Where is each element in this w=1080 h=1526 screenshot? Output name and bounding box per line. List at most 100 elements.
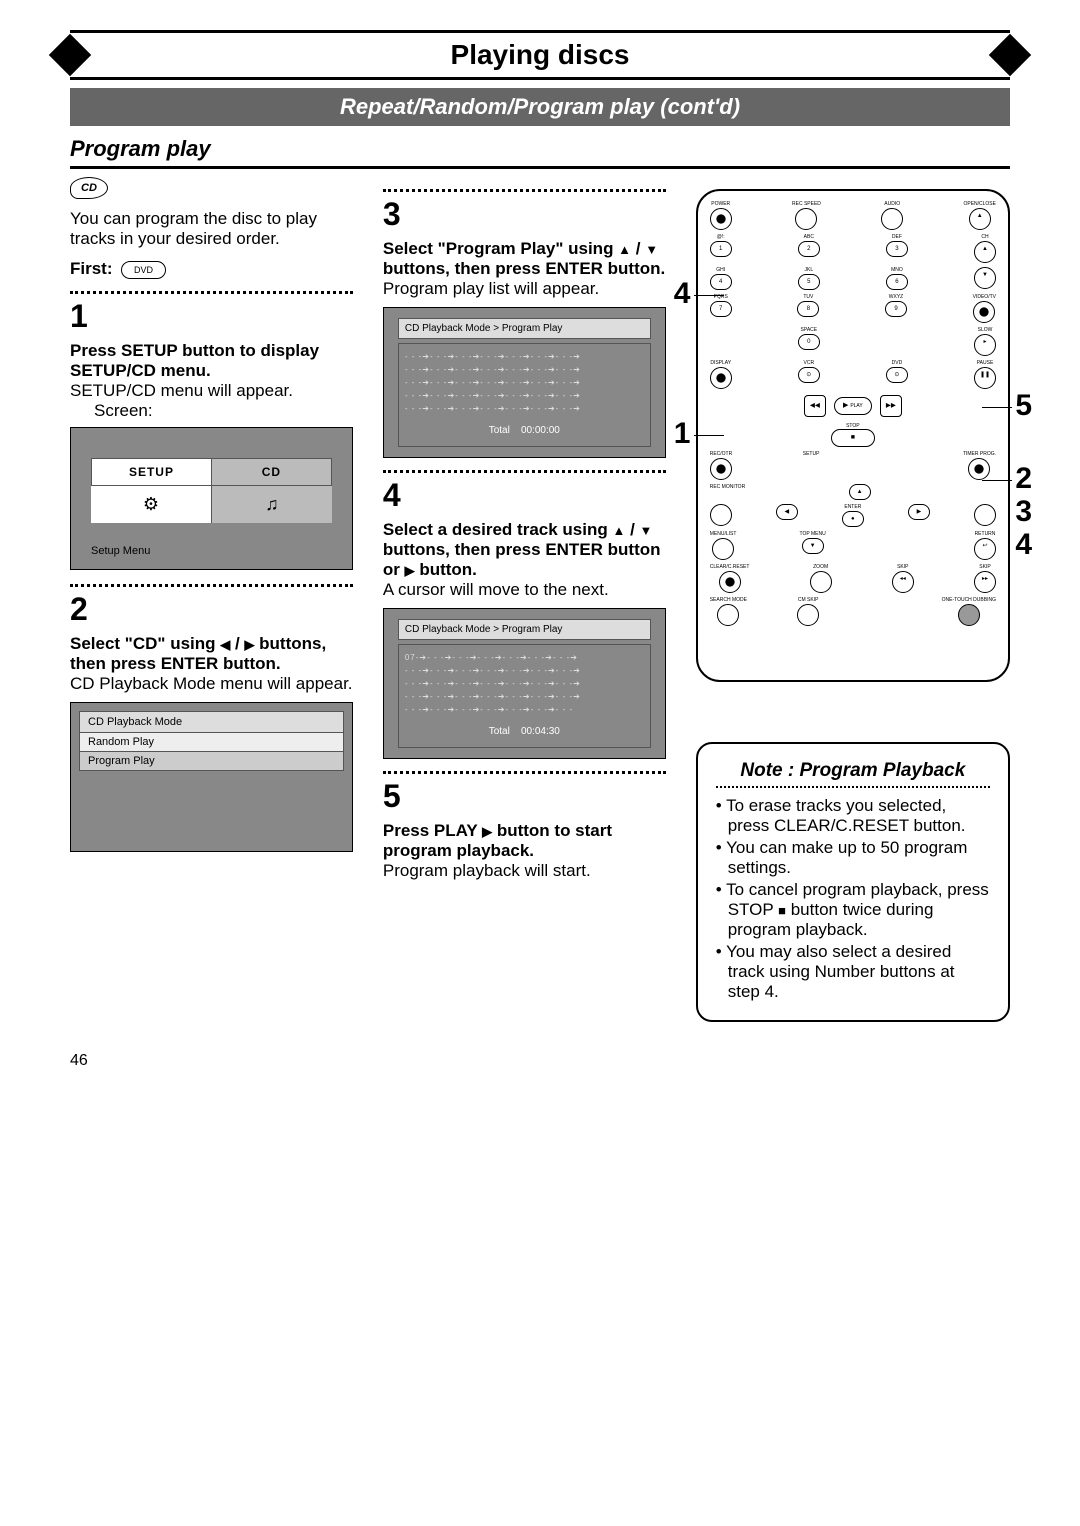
program-header: CD Playback Mode > Program Play <box>398 318 651 339</box>
num5-button: 5 <box>798 274 820 290</box>
enter-label: ENTER <box>844 504 861 510</box>
callout-4: 4 <box>674 277 691 311</box>
nav-up-button: ▲ <box>849 484 871 500</box>
slow-button: ▸ <box>974 334 996 356</box>
remote-control-diagram: POWER REC SPEED AUDIO OPEN/CLOSE▲ @!:1 A… <box>696 189 1010 682</box>
ch-down-button: ▼ <box>974 267 996 289</box>
program-row: - - -➔- - -➔- - -➔- - -➔- - -➔- - -➔- - … <box>403 703 646 716</box>
display-button <box>710 367 732 389</box>
power-button <box>710 208 732 230</box>
column-middle: 3 Select "Program Play" using / buttons,… <box>383 177 666 1022</box>
right-arrow-icon <box>405 560 415 579</box>
dvd-icon: DVD <box>121 261 166 279</box>
step2-number: 2 <box>70 591 353 628</box>
setup-label: SETUP <box>803 451 820 457</box>
num7-button: 7 <box>710 301 732 317</box>
up-arrow-icon <box>612 520 625 539</box>
searchmode-button <box>717 604 739 626</box>
column-right: 4 1 5 2 3 4 POWER REC SPEED AUDIO OPEN/C… <box>696 177 1010 1022</box>
recspeed-label: REC SPEED <box>792 201 821 207</box>
recotr-button <box>710 458 732 480</box>
step4-result: A cursor will move to the next. <box>383 580 666 600</box>
callout-4b: 4 <box>1015 528 1032 562</box>
openclose-label: OPEN/CLOSE <box>963 201 996 207</box>
onetouch-button <box>958 604 980 626</box>
step1-result: SETUP/CD menu will appear. <box>70 381 353 401</box>
program-play-row: Program Play <box>79 752 344 771</box>
topmenu-label: TOP MENU <box>800 531 826 537</box>
program-row: - - -➔- - -➔- - -➔- - -➔- - -➔- - -➔- - … <box>403 363 646 376</box>
step5-instruction: Press PLAY button to start program playb… <box>383 821 666 861</box>
callout-1: 1 <box>674 417 691 451</box>
screen-label: Screen: <box>94 401 353 421</box>
first-label: First: <box>70 259 113 278</box>
slow-label: SLOW <box>978 327 993 333</box>
left-arrow-icon <box>220 634 230 653</box>
space-label: SPACE <box>801 327 818 333</box>
skip-label: SKIP <box>897 564 908 570</box>
audio-label: AUDIO <box>884 201 900 207</box>
callout-5: 5 <box>1015 389 1032 423</box>
def-label: DEF <box>892 234 902 240</box>
program-row: - - -➔- - -➔- - -➔- - -➔- - -➔- - -➔- - … <box>403 389 646 402</box>
step1-instruction: Press SETUP button to display SETUP/CD m… <box>70 341 353 381</box>
skip-back-button: ◂◂ <box>892 571 914 593</box>
program-total: Total 00:04:30 <box>403 722 646 741</box>
column-left: CD You can program the disc to play trac… <box>70 177 353 1022</box>
stop-label: STOP <box>828 423 878 429</box>
step5-number: 5 <box>383 778 666 815</box>
callout-3: 3 <box>1015 495 1032 529</box>
power-label: POWER <box>711 201 730 207</box>
stop-button: ■ <box>831 429 875 447</box>
ch-up-button: ▲ <box>974 241 996 263</box>
setup-icon: ⚙ <box>91 486 212 523</box>
divider-icon <box>383 470 666 473</box>
setup-menu-screenshot: SETUP CD ⚙ ♫ Setup Menu <box>70 427 353 570</box>
skip-label: SKIP <box>979 564 990 570</box>
step5-result: Program playback will start. <box>383 861 666 881</box>
cmskip-button <box>797 604 819 626</box>
divider-icon <box>383 189 666 192</box>
zoom-label: ZOOM <box>813 564 828 570</box>
step4-number: 4 <box>383 477 666 514</box>
num9-button: 9 <box>885 301 907 317</box>
pause-button: ❚❚ <box>974 367 996 389</box>
openclose-button: ▲ <box>969 208 991 230</box>
play-arrow-icon <box>482 821 492 840</box>
random-play-row: Random Play <box>79 733 344 752</box>
step2-result: CD Playback Mode menu will appear. <box>70 674 353 694</box>
num1-button: 1 <box>710 241 732 257</box>
program-row: - - -➔- - -➔- - -➔- - -➔- - -➔- - -➔- - … <box>403 402 646 415</box>
jkl-label: JKL <box>805 267 814 273</box>
program-row: 07-➔- - -➔- - -➔- - -➔- - -➔- - -➔- - -➔ <box>403 651 646 664</box>
timerprog-button <box>968 458 990 480</box>
note-box: Note : Program Playback To erase tracks … <box>696 742 1010 1022</box>
clearcreset-button <box>719 571 741 593</box>
return-label: RETURN <box>975 531 996 537</box>
audio-button <box>881 208 903 230</box>
step1-number: 1 <box>70 298 353 335</box>
note-item: You can make up to 50 program settings. <box>716 838 990 878</box>
recmonitor-button <box>710 504 732 526</box>
program-row: - - -➔- - -➔- - -➔- - -➔- - -➔- - -➔- - … <box>403 350 646 363</box>
cd-tab: CD <box>212 459 331 485</box>
note-list: To erase tracks you selected, press CLEA… <box>716 796 990 1002</box>
setup-menu-label: Setup Menu <box>91 545 332 557</box>
dvd-button: ⊙ <box>886 367 908 383</box>
divider-icon <box>70 584 353 587</box>
down-arrow-icon <box>640 520 653 539</box>
menulist-button <box>712 538 734 560</box>
forward-button: ▸▸ <box>880 395 902 417</box>
num4-button: 4 <box>710 274 732 290</box>
wxyz-label: WXYZ <box>889 294 903 300</box>
cmskip-label: CM SKIP <box>798 597 819 603</box>
note-title: Note : Program Playback <box>716 760 990 782</box>
setup-tab: SETUP <box>92 459 212 485</box>
tuv-label: TUV <box>803 294 813 300</box>
stop-container: STOP ■ <box>828 423 878 447</box>
num2-button: 2 <box>798 241 820 257</box>
recmonitor-label: REC MONITOR <box>710 484 745 490</box>
nav-down-button: ▼ <box>802 538 824 554</box>
music-note-icon: ♫ <box>212 486 332 523</box>
program-row: - - -➔- - -➔- - -➔- - -➔- - -➔- - -➔- - … <box>403 376 646 389</box>
